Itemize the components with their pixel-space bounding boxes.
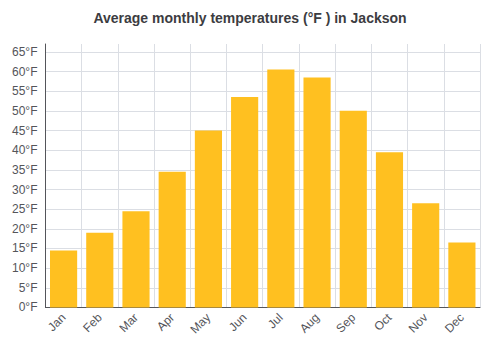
svg-text:25°F: 25°F [12, 202, 37, 216]
svg-text:30°F: 30°F [12, 183, 37, 197]
svg-text:10°F: 10°F [12, 261, 37, 275]
svg-text:May: May [187, 311, 213, 337]
svg-text:Mar: Mar [116, 311, 141, 335]
svg-text:5°F: 5°F [19, 281, 38, 295]
svg-text:Nov: Nov [406, 311, 431, 336]
svg-text:45°F: 45°F [12, 124, 37, 138]
svg-text:Feb: Feb [80, 310, 105, 335]
svg-text:35°F: 35°F [12, 163, 37, 177]
svg-text:60°F: 60°F [12, 65, 37, 79]
svg-text:Jan: Jan [45, 311, 69, 335]
svg-text:Oct: Oct [371, 310, 395, 334]
svg-text:Aug: Aug [297, 311, 322, 336]
svg-text:20°F: 20°F [12, 222, 37, 236]
svg-text:65°F: 65°F [12, 45, 37, 59]
svg-text:40°F: 40°F [12, 143, 37, 157]
svg-text:15°F: 15°F [12, 241, 37, 255]
svg-text:Average monthly temperatures (: Average monthly temperatures (°F ) in Ja… [93, 10, 406, 26]
svg-text:Jun: Jun [226, 311, 250, 335]
svg-text:55°F: 55°F [12, 84, 37, 98]
svg-text:Apr: Apr [154, 311, 177, 334]
svg-text:Jul: Jul [265, 311, 286, 332]
svg-text:50°F: 50°F [12, 104, 37, 118]
svg-text:Dec: Dec [442, 311, 467, 336]
svg-text:0°F: 0°F [19, 300, 38, 314]
svg-text:Sep: Sep [333, 310, 358, 335]
